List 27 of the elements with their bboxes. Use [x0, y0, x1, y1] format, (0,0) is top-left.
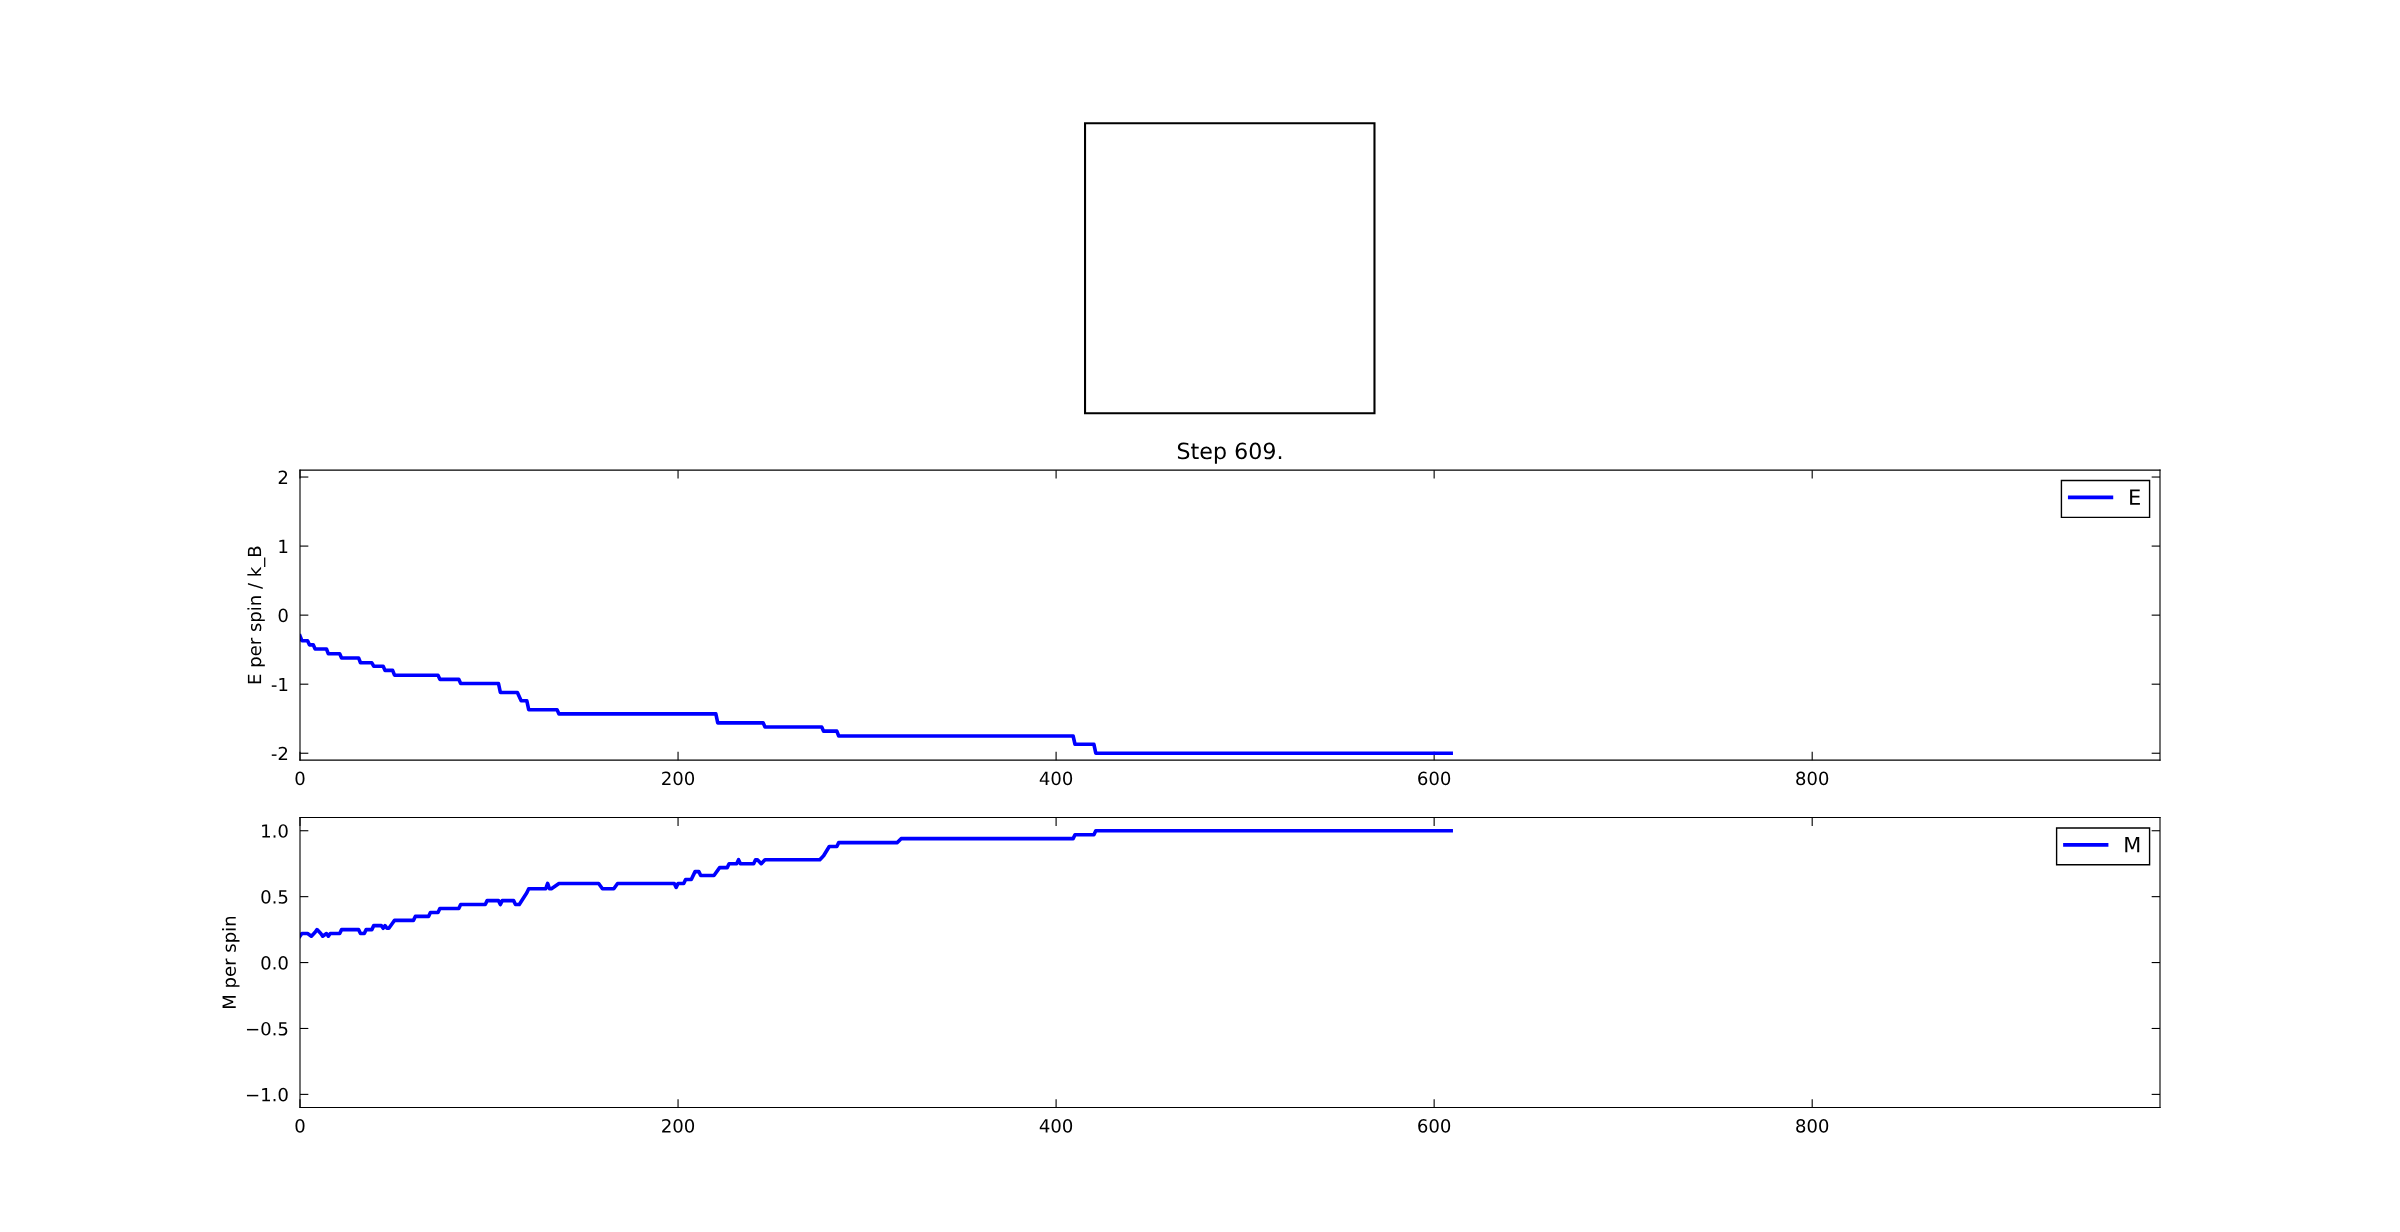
y-tick-label: -1	[271, 677, 288, 692]
y-tick-label: −0.5	[246, 1021, 288, 1036]
y-axis-title: M per spin	[222, 916, 240, 1008]
line-series	[300, 634, 1453, 756]
y-tick-label: −1.0	[246, 1087, 288, 1102]
y-tick-label: 0	[278, 608, 288, 623]
x-tick-label: 200	[662, 1119, 695, 1133]
y-tick-label: 0.5	[261, 890, 288, 904]
chart-title: Step 609.	[1177, 442, 1282, 464]
legend-label: E	[2130, 489, 2140, 505]
y-axis-title: E per spin / k_B	[247, 546, 266, 684]
line-series	[300, 828, 1453, 939]
x-tick-label: 800	[1796, 771, 1829, 786]
y-tick-label: 1.0	[262, 824, 288, 838]
x-tick-label: 400	[1039, 771, 1073, 786]
x-tick-label: 600	[1418, 1119, 1451, 1133]
x-tick-label: 400	[1039, 1119, 1073, 1133]
y-tick-label: -2	[271, 746, 288, 761]
x-tick-label: 600	[1418, 771, 1451, 786]
x-tick-label: 800	[1796, 1119, 1829, 1133]
x-tick-label: 0	[295, 771, 305, 786]
legend-label: M	[2125, 836, 2140, 853]
y-tick-label: 1	[279, 539, 288, 553]
x-tick-label: 0	[295, 1119, 305, 1133]
x-tick-label: 200	[662, 771, 695, 786]
y-tick-label: 0.0	[261, 956, 288, 970]
y-tick-label: 2	[278, 470, 288, 484]
